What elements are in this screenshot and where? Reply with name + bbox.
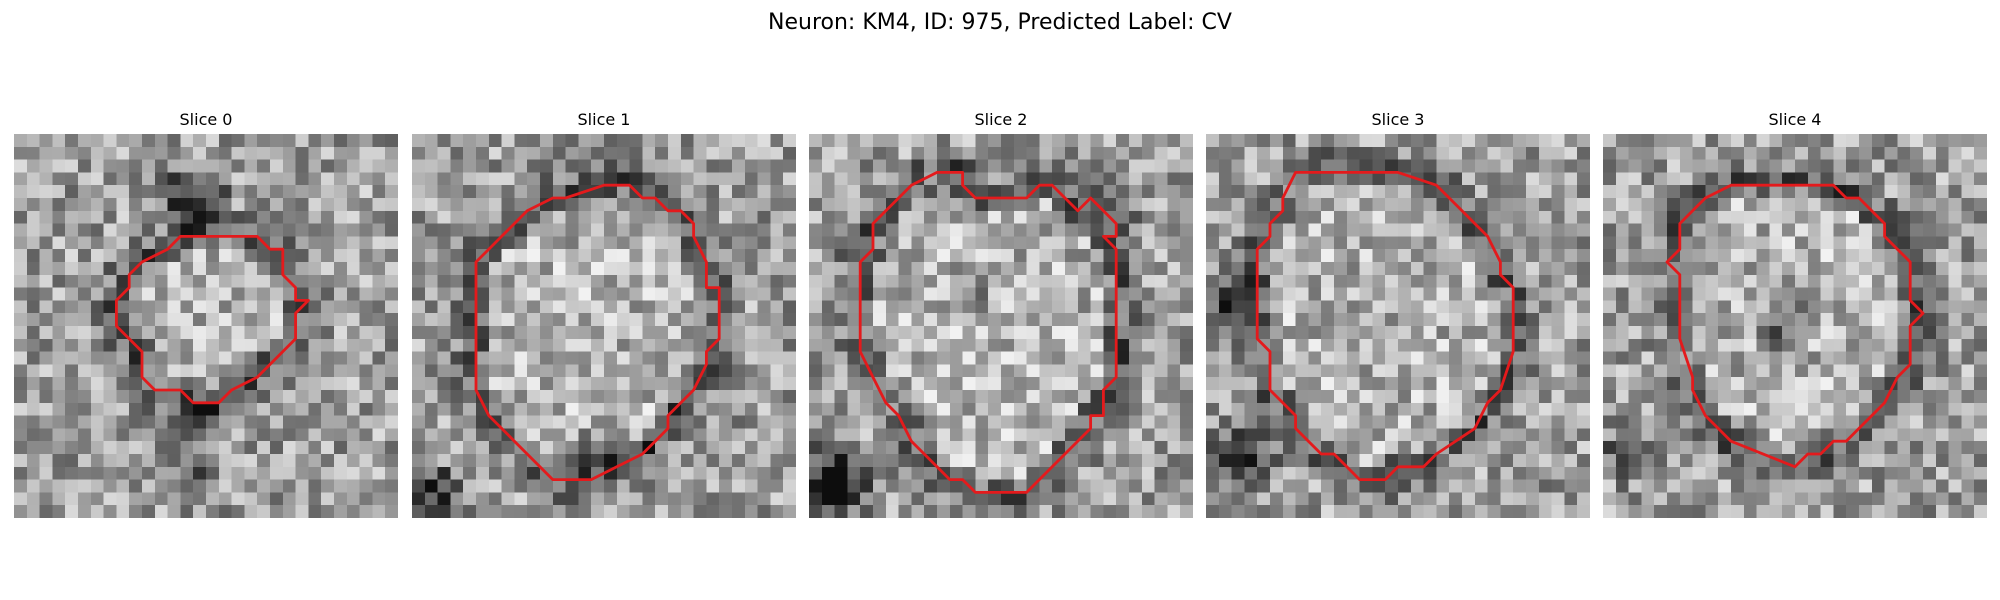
slice-image <box>1206 134 1590 518</box>
pixel-grid <box>1603 134 1987 518</box>
slice-panel-4: Slice 4 <box>1603 108 1987 518</box>
slice-panel-3: Slice 3 <box>1206 108 1590 518</box>
slice-image <box>809 134 1193 518</box>
figure-title: Neuron: KM4, ID: 975, Predicted Label: C… <box>768 10 1232 35</box>
slice-panel-1: Slice 1 <box>412 108 796 518</box>
slice-panel-0: Slice 0 <box>14 108 398 518</box>
slice-title: Slice 2 <box>974 110 1028 129</box>
slice-image <box>1603 134 1987 518</box>
pixel-grid <box>14 134 398 518</box>
slice-image <box>14 134 398 518</box>
slice-image <box>412 134 796 518</box>
slice-title: Slice 3 <box>1371 110 1425 129</box>
pixel-grid <box>412 134 796 518</box>
vesicle-contour <box>1665 183 1925 469</box>
slice-panel-2: Slice 2 <box>809 108 1193 518</box>
vesicle-contour <box>474 183 721 482</box>
slice-title: Slice 0 <box>179 110 233 129</box>
slice-title: Slice 4 <box>1768 110 1822 129</box>
pixel-grid <box>809 134 1193 518</box>
slice-title: Slice 1 <box>577 110 631 129</box>
vesicle-contour <box>858 170 1118 494</box>
vesicle-contour <box>114 234 310 405</box>
vesicle-contour <box>1255 170 1515 482</box>
pixel-grid <box>1206 134 1590 518</box>
